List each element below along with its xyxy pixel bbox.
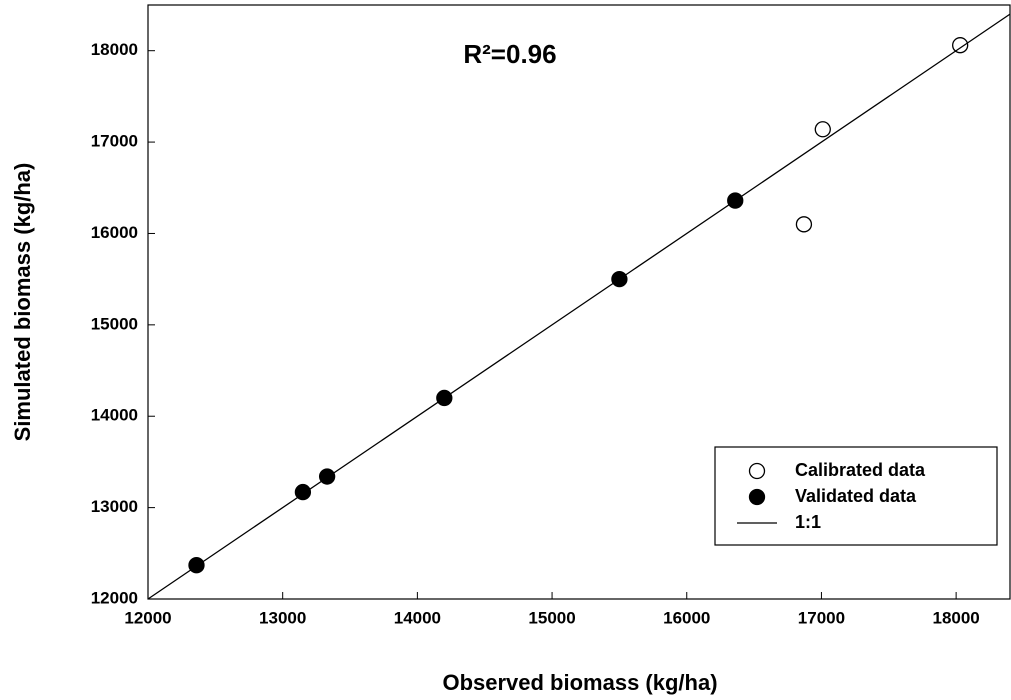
y-tick-label: 12000 [91, 588, 138, 607]
legend-label: 1:1 [795, 512, 821, 532]
plot-frame [147, 4, 1011, 600]
x-tick-label: 12000 [124, 608, 171, 627]
x-tick-label: 15000 [528, 608, 575, 627]
x-tick-label: 16000 [663, 608, 710, 627]
y-tick-label: 16000 [91, 223, 138, 242]
annotation: R²=0.96 [463, 39, 556, 69]
x-tick-label: 18000 [932, 608, 979, 627]
legend-marker [748, 462, 766, 480]
legend-label: Validated data [795, 486, 917, 506]
legend-label: Calibrated data [795, 460, 926, 480]
y-tick-label: 15000 [91, 314, 138, 333]
x-tick-label: 13000 [259, 608, 306, 627]
x-tick-label: 14000 [394, 608, 441, 627]
y-tick-label: 13000 [91, 497, 138, 516]
y-tick-label: 17000 [91, 132, 138, 151]
data-point [952, 37, 969, 54]
y-axis-label: Simulated biomass (kg/ha) [10, 163, 35, 442]
data-point [795, 216, 813, 233]
data-point [814, 121, 831, 138]
x-axis-label: Observed biomass (kg/ha) [442, 670, 717, 695]
legend-marker [748, 488, 766, 506]
x-tick-label: 17000 [798, 608, 845, 627]
y-tick-label: 14000 [91, 406, 138, 425]
y-tick-label: 18000 [91, 40, 138, 59]
reference-line [147, 13, 1011, 600]
